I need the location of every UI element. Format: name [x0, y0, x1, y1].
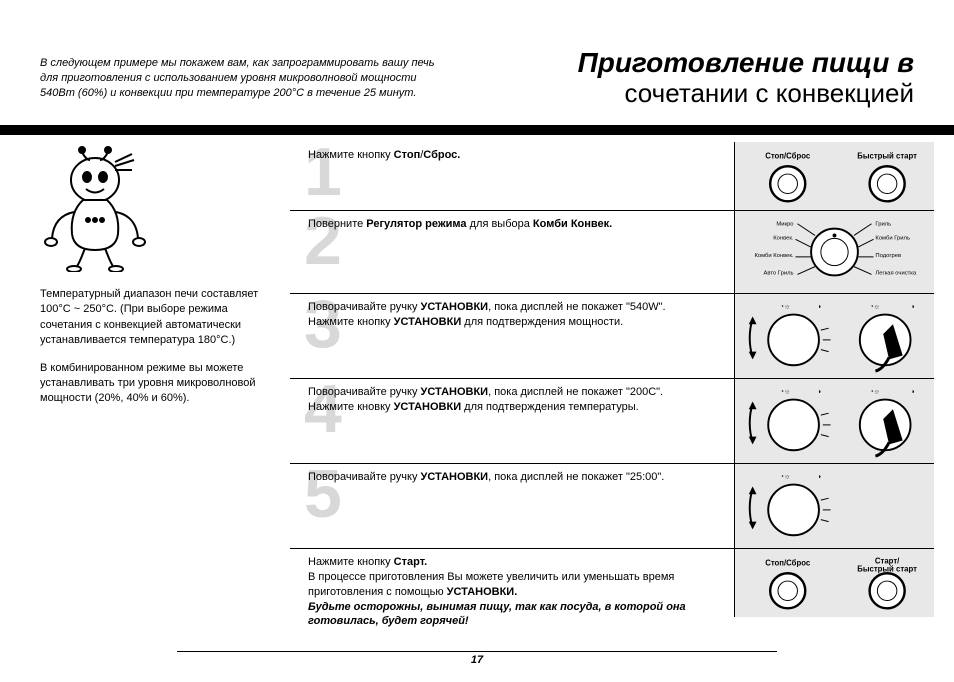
- step-row: 3Поворачивайте ручку УСТАНОВКИ, пока дис…: [290, 294, 934, 379]
- step-row: 4Поворачивайте ручку УСТАНОВКИ, пока дис…: [290, 379, 934, 464]
- step-diagram: ◔☼ ◑: [734, 464, 934, 548]
- step-row: 5Поворачивайте ручку УСТАНОВКИ, пока дис…: [290, 464, 934, 549]
- page: В следующем примере мы покажем вам, как …: [0, 0, 954, 682]
- svg-text:Комби Конвек.: Комби Конвек.: [754, 253, 793, 259]
- page-number: 17: [177, 651, 777, 666]
- step-text-wrap: 3Поворачивайте ручку УСТАНОВКИ, пока дис…: [290, 294, 734, 352]
- svg-text:◑: ◑: [817, 474, 821, 481]
- svg-text:◔☼: ◔☼: [780, 304, 790, 311]
- svg-text:◔☼: ◔☼: [780, 389, 790, 396]
- svg-text:◑: ◑: [911, 389, 915, 396]
- title: Приготовление пищи в сочетании с конвекц…: [474, 48, 914, 107]
- svg-text:Стоп/Сброс: Стоп/Сброс: [765, 151, 811, 160]
- left-column: Температурный диапазон печи составляет 1…: [40, 142, 290, 635]
- step-diagram: Стоп/Сброс Старт/ Быстрый старт: [734, 549, 934, 617]
- svg-text:Быстрый старт: Быстрый старт: [857, 564, 917, 573]
- step-text: Нажмите кнопку Стоп/Сброс.: [308, 148, 726, 163]
- content: Температурный диапазон печи составляет 1…: [40, 142, 934, 635]
- svg-text:◑: ◑: [911, 304, 915, 311]
- title-line2: сочетании с конвекцией: [474, 79, 914, 108]
- step-text: Поворачивайте ручку УСТАНОВКИ, пока дисп…: [308, 385, 726, 415]
- svg-text:◔☼: ◔☼: [870, 389, 880, 396]
- step-row: Нажмите кнопку Старт.В процессе приготов…: [290, 549, 934, 635]
- step-text-wrap: 2Поверните Регулятор режима для выбора К…: [290, 211, 734, 269]
- svg-text:Легкая очистка: Легкая очистка: [875, 270, 917, 276]
- step-text: Нажмите кнопку Старт.В процессе приготов…: [308, 555, 726, 629]
- step-diagram: ◔☼ ◑ ◔☼ ◑: [734, 294, 934, 378]
- step-text-wrap: 4Поворачивайте ручку УСТАНОВКИ, пока дис…: [290, 379, 734, 437]
- title-line1: Приготовление пищи в: [474, 48, 914, 79]
- svg-text:Авто Гриль: Авто Гриль: [763, 270, 793, 276]
- svg-text:Быстрый старт: Быстрый старт: [857, 151, 917, 160]
- svg-text:Конвек.: Конвек.: [773, 235, 794, 241]
- step-text-wrap: 1Нажмите кнопку Стоп/Сброс.: [290, 142, 734, 200]
- mascot-icon: [40, 142, 160, 272]
- header-row: В следующем примере мы покажем вам, как …: [40, 48, 914, 107]
- svg-text:Комби Гриль: Комби Гриль: [875, 235, 910, 241]
- steps-column: 1Нажмите кнопку Стоп/Сброс. Стоп/Сброс Б…: [290, 142, 934, 635]
- svg-text:Стоп/Сброс: Стоп/Сброс: [765, 558, 811, 567]
- step-row: 2Поверните Регулятор режима для выбора К…: [290, 211, 934, 294]
- left-text: Температурный диапазон печи составляет 1…: [40, 287, 275, 407]
- step-text-wrap: 5Поворачивайте ручку УСТАНОВКИ, пока дис…: [290, 464, 734, 522]
- step-diagram: ◔☼ ◑ ◔☼ ◑: [734, 379, 934, 463]
- step-text: Поворачивайте ручку УСТАНОВКИ, пока дисп…: [308, 470, 726, 485]
- svg-text:◔☼: ◔☼: [870, 304, 880, 311]
- svg-text:Микро: Микро: [776, 222, 793, 228]
- svg-text:◑: ◑: [817, 389, 821, 396]
- svg-text:◑: ◑: [817, 304, 821, 311]
- step-text: Поверните Регулятор режима для выбора Ко…: [308, 217, 726, 232]
- divider-bar: [0, 125, 954, 135]
- left-para-1: Температурный диапазон печи составляет 1…: [40, 287, 275, 349]
- svg-text:Подогрев: Подогрев: [875, 253, 901, 259]
- step-text: Поворачивайте ручку УСТАНОВКИ, пока дисп…: [308, 300, 726, 330]
- svg-text:Гриль: Гриль: [875, 222, 891, 228]
- step-text-wrap: Нажмите кнопку Старт.В процессе приготов…: [290, 549, 734, 635]
- intro-text: В следующем примере мы покажем вам, как …: [40, 48, 440, 101]
- step-row: 1Нажмите кнопку Стоп/Сброс. Стоп/Сброс Б…: [290, 142, 934, 211]
- step-diagram: Стоп/Сброс Быстрый старт: [734, 142, 934, 210]
- left-para-2: В комбинированном режиме вы можете устан…: [40, 361, 275, 407]
- step-diagram: Микро Гриль Конвек. Комби Гриль Комби Ко…: [734, 211, 934, 293]
- svg-text:◔☼: ◔☼: [780, 474, 790, 481]
